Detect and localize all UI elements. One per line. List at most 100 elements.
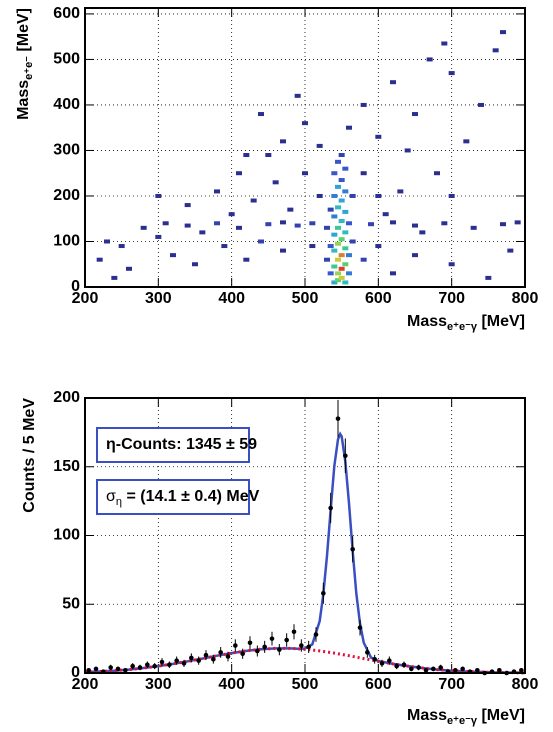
heatmap-cell — [338, 275, 345, 280]
heatmap-cell — [265, 222, 272, 227]
heatmap-cell — [390, 220, 396, 225]
data-point — [438, 665, 443, 670]
heatmap-cell — [448, 71, 455, 76]
y-tick-label: 100 — [53, 233, 80, 250]
data-point — [137, 665, 143, 670]
y-tick-label: 400 — [53, 96, 80, 113]
heatmap-cell — [338, 198, 345, 203]
heatmap-cell — [309, 244, 316, 249]
x-tick-label: 600 — [365, 676, 392, 693]
heatmap-cell — [302, 171, 308, 176]
heatmap-cell — [236, 225, 242, 230]
heatmap-cell — [441, 41, 448, 46]
heatmap-cell — [360, 102, 367, 107]
data-point — [519, 667, 524, 673]
y-tick-label: 150 — [53, 458, 80, 475]
data-point — [291, 629, 297, 635]
x-tick-label: 800 — [512, 290, 539, 307]
heatmap-cell — [243, 153, 250, 158]
heatmap-cell — [96, 257, 103, 262]
heatmap-cell — [463, 139, 470, 144]
x-tick-label: 500 — [292, 676, 319, 693]
data-point — [379, 661, 385, 666]
x-tick-label: 800 — [512, 676, 539, 693]
heatmap-cell — [507, 248, 514, 253]
data-point — [497, 667, 502, 673]
y-tick-label: 600 — [53, 5, 80, 22]
data-point — [181, 661, 187, 666]
data-point — [423, 667, 429, 673]
data-point — [123, 667, 128, 673]
data-point — [357, 625, 363, 630]
plot-frame — [85, 8, 525, 287]
annotation: η-Counts: 1345 ± 59 — [106, 436, 257, 453]
label-text: Mass — [407, 313, 447, 330]
heatmap-cell — [331, 264, 338, 269]
heatmap-cell — [335, 278, 341, 283]
label-text: Counts / 5 MeV — [21, 398, 38, 513]
data-point — [409, 666, 414, 672]
heatmap-cell — [342, 209, 349, 214]
heatmap-cell — [184, 223, 191, 228]
x-tick-label: 400 — [218, 290, 245, 307]
x-tick-label: 300 — [145, 290, 172, 307]
heatmap-cell — [199, 230, 206, 235]
heatmap-cell — [346, 253, 352, 258]
heatmap-cell — [140, 225, 147, 230]
heatmap-cell — [280, 248, 286, 253]
heatmap-cell — [335, 257, 341, 262]
heatmap-cell — [331, 248, 338, 253]
heatmap-cell — [500, 222, 506, 227]
heatmap-cell — [500, 30, 506, 35]
data-point — [313, 632, 319, 637]
heatmap-cell — [338, 266, 345, 271]
heatmap-cell — [346, 271, 352, 276]
heatmap-cell — [243, 257, 250, 262]
label-unit: [MeV] — [15, 8, 32, 56]
heatmap-cell — [360, 257, 367, 262]
x-tick-label: 600 — [365, 290, 392, 307]
heatmap-cell — [272, 180, 279, 185]
heatmap-cell — [404, 148, 411, 153]
heatmap-cell — [342, 262, 349, 267]
data-point — [343, 453, 348, 459]
data-point — [130, 663, 135, 669]
data-point — [189, 655, 194, 661]
heatmap-cell — [470, 225, 477, 230]
annotation-symbol: σ — [106, 488, 116, 505]
data-point — [299, 643, 304, 648]
annotation-box — [96, 479, 250, 515]
heatmap-cell — [349, 193, 356, 198]
label-subscript: e⁺e⁻γ — [447, 321, 478, 333]
x-tick-label: 200 — [72, 676, 99, 693]
heatmap-cell — [412, 112, 418, 117]
heatmap-cell — [342, 280, 349, 285]
y-tick-label: 0 — [71, 278, 80, 295]
x-tick-label: 400 — [218, 676, 245, 693]
heatmap-cell — [302, 121, 308, 126]
y-axis-label: Counts / 5 MeV — [21, 398, 38, 513]
heatmap-cell — [338, 219, 345, 224]
heatmap-cell — [331, 171, 338, 176]
heatmap-cell — [250, 198, 257, 203]
data-point — [387, 658, 392, 663]
data-point — [225, 654, 231, 659]
panel: 200 300 400 500 600 700 800 0 100 200 300 400 500 600… — [15, 5, 538, 333]
x-tick-label: 500 — [292, 290, 319, 307]
heatmap-cell — [349, 239, 356, 244]
heatmap-cell — [111, 275, 118, 280]
data-point — [247, 640, 253, 646]
x-tick-label: 200 — [72, 290, 99, 307]
heatmap-cell — [331, 280, 338, 285]
heatmap-cell — [192, 262, 198, 267]
heatmap-cell — [280, 220, 286, 225]
heatmap-cell — [397, 189, 404, 194]
heatmap-cell — [335, 271, 341, 276]
heatmap-cell — [360, 171, 367, 176]
heatmap-cell — [485, 275, 492, 280]
heatmap-cell — [316, 143, 323, 148]
heatmap-cell — [412, 223, 418, 228]
heatmap-cell — [346, 221, 352, 226]
heatmap-cell — [155, 193, 162, 198]
heatmap-cell — [368, 222, 374, 227]
